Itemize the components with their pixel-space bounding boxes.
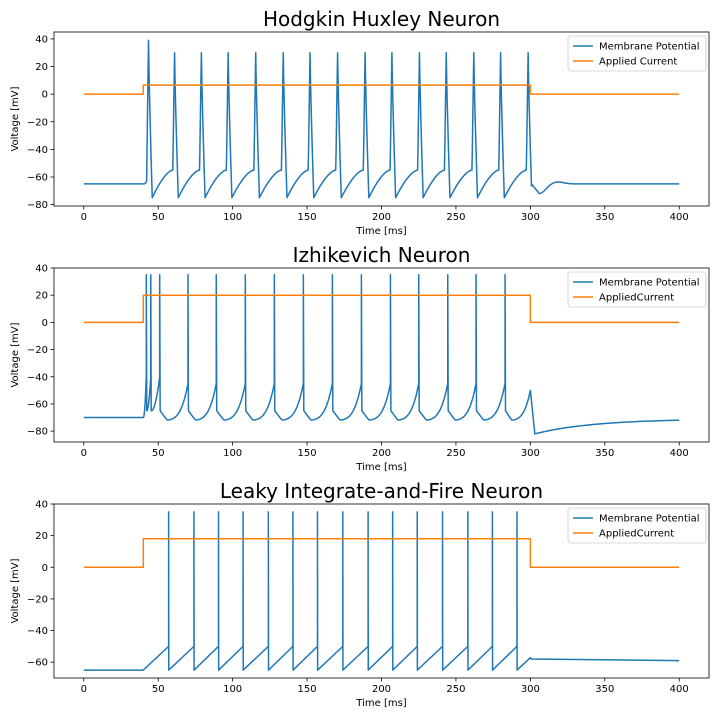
chart-title: Leaky Integrate-and-Fire Neuron <box>220 479 543 503</box>
y-tick-label: −20 <box>27 594 48 605</box>
x-tick-label: 100 <box>223 212 242 223</box>
x-tick-label: 250 <box>446 684 465 695</box>
legend: Membrane Potential Applied Current <box>567 35 707 72</box>
y-tick-label: −40 <box>27 145 48 156</box>
x-tick-label: 0 <box>81 212 87 223</box>
y-tick-label: 20 <box>35 531 48 542</box>
chart-title: Izhikevich Neuron <box>293 243 471 267</box>
legend-box <box>567 271 707 308</box>
x-tick-label: 100 <box>223 684 242 695</box>
x-tick-label: 150 <box>298 684 317 695</box>
x-tick-label: 50 <box>152 684 165 695</box>
y-tick-label: 40 <box>35 500 48 511</box>
x-tick-label: 200 <box>372 212 391 223</box>
x-tick-label: 350 <box>595 212 614 223</box>
y-tick-label: −40 <box>27 372 48 383</box>
y-tick-label: −80 <box>27 427 48 438</box>
x-tick-label: 350 <box>595 684 614 695</box>
x-tick-label: 350 <box>595 448 614 459</box>
legend-label: Membrane Potential <box>599 42 700 53</box>
chart-title: Hodgkin Huxley Neuron <box>263 7 500 31</box>
chart-panel-3: Leaky Integrate-and-Fire Neuron 0 50 100 150… <box>10 479 710 709</box>
membrane-potential-line <box>83 39 680 199</box>
x-tick-label: 100 <box>223 448 242 459</box>
x-axis-label: Time [ms] <box>355 698 407 709</box>
x-tick-label: 400 <box>670 212 689 223</box>
x-tick-label: 50 <box>152 212 165 223</box>
y-tick-label: 20 <box>35 62 48 73</box>
applied-current-line <box>83 294 680 324</box>
legend-label: AppliedCurrent <box>599 529 674 540</box>
x-tick-label: 150 <box>298 448 317 459</box>
x-tick-label: 50 <box>152 448 165 459</box>
y-tick-label: −40 <box>27 626 48 637</box>
y-tick-label: −60 <box>27 173 48 184</box>
legend-label: Membrane Potential <box>599 278 700 289</box>
x-tick-label: 400 <box>670 448 689 459</box>
legend-box <box>567 35 707 72</box>
x-tick-label: 0 <box>81 448 87 459</box>
x-axis-label: Time [ms] <box>355 462 407 473</box>
membrane-potential-line <box>83 274 680 435</box>
y-tick-label: 0 <box>42 563 48 574</box>
y-tick-label: 40 <box>35 264 48 275</box>
plot-area <box>83 511 680 671</box>
plot-area <box>83 39 680 199</box>
y-tick-label: 0 <box>42 90 48 101</box>
y-axis-label: Voltage [mV] <box>10 86 21 151</box>
legend-box <box>567 507 707 544</box>
legend: Membrane Potential AppliedCurrent <box>567 271 707 308</box>
membrane-potential-line <box>83 511 680 671</box>
x-tick-label: 300 <box>521 684 540 695</box>
x-tick-label: 300 <box>521 212 540 223</box>
y-tick-label: −60 <box>27 658 48 669</box>
x-tick-label: 300 <box>521 448 540 459</box>
x-tick-label: 200 <box>372 448 391 459</box>
legend: Membrane Potential AppliedCurrent <box>567 507 707 544</box>
x-tick-label: 0 <box>81 684 87 695</box>
y-axis-label: Voltage [mV] <box>10 558 21 623</box>
y-tick-label: −20 <box>27 117 48 128</box>
legend-label: Applied Current <box>599 57 677 68</box>
applied-current-line <box>83 538 680 569</box>
applied-current-line <box>83 84 680 95</box>
x-tick-label: 250 <box>446 212 465 223</box>
plot-area <box>83 274 680 435</box>
legend-label: AppliedCurrent <box>599 293 674 304</box>
legend-label: Membrane Potential <box>599 514 700 525</box>
y-tick-label: −80 <box>27 200 48 211</box>
x-axis-label: Time [ms] <box>355 226 407 237</box>
y-tick-label: 40 <box>35 34 48 45</box>
x-tick-label: 400 <box>670 684 689 695</box>
x-tick-label: 250 <box>446 448 465 459</box>
y-tick-label: 0 <box>42 318 48 329</box>
x-tick-label: 150 <box>298 212 317 223</box>
x-tick-label: 200 <box>372 684 391 695</box>
y-tick-label: −20 <box>27 345 48 356</box>
y-tick-label: 20 <box>35 291 48 302</box>
y-tick-label: −60 <box>27 399 48 410</box>
y-axis-label: Voltage [mV] <box>10 322 21 387</box>
